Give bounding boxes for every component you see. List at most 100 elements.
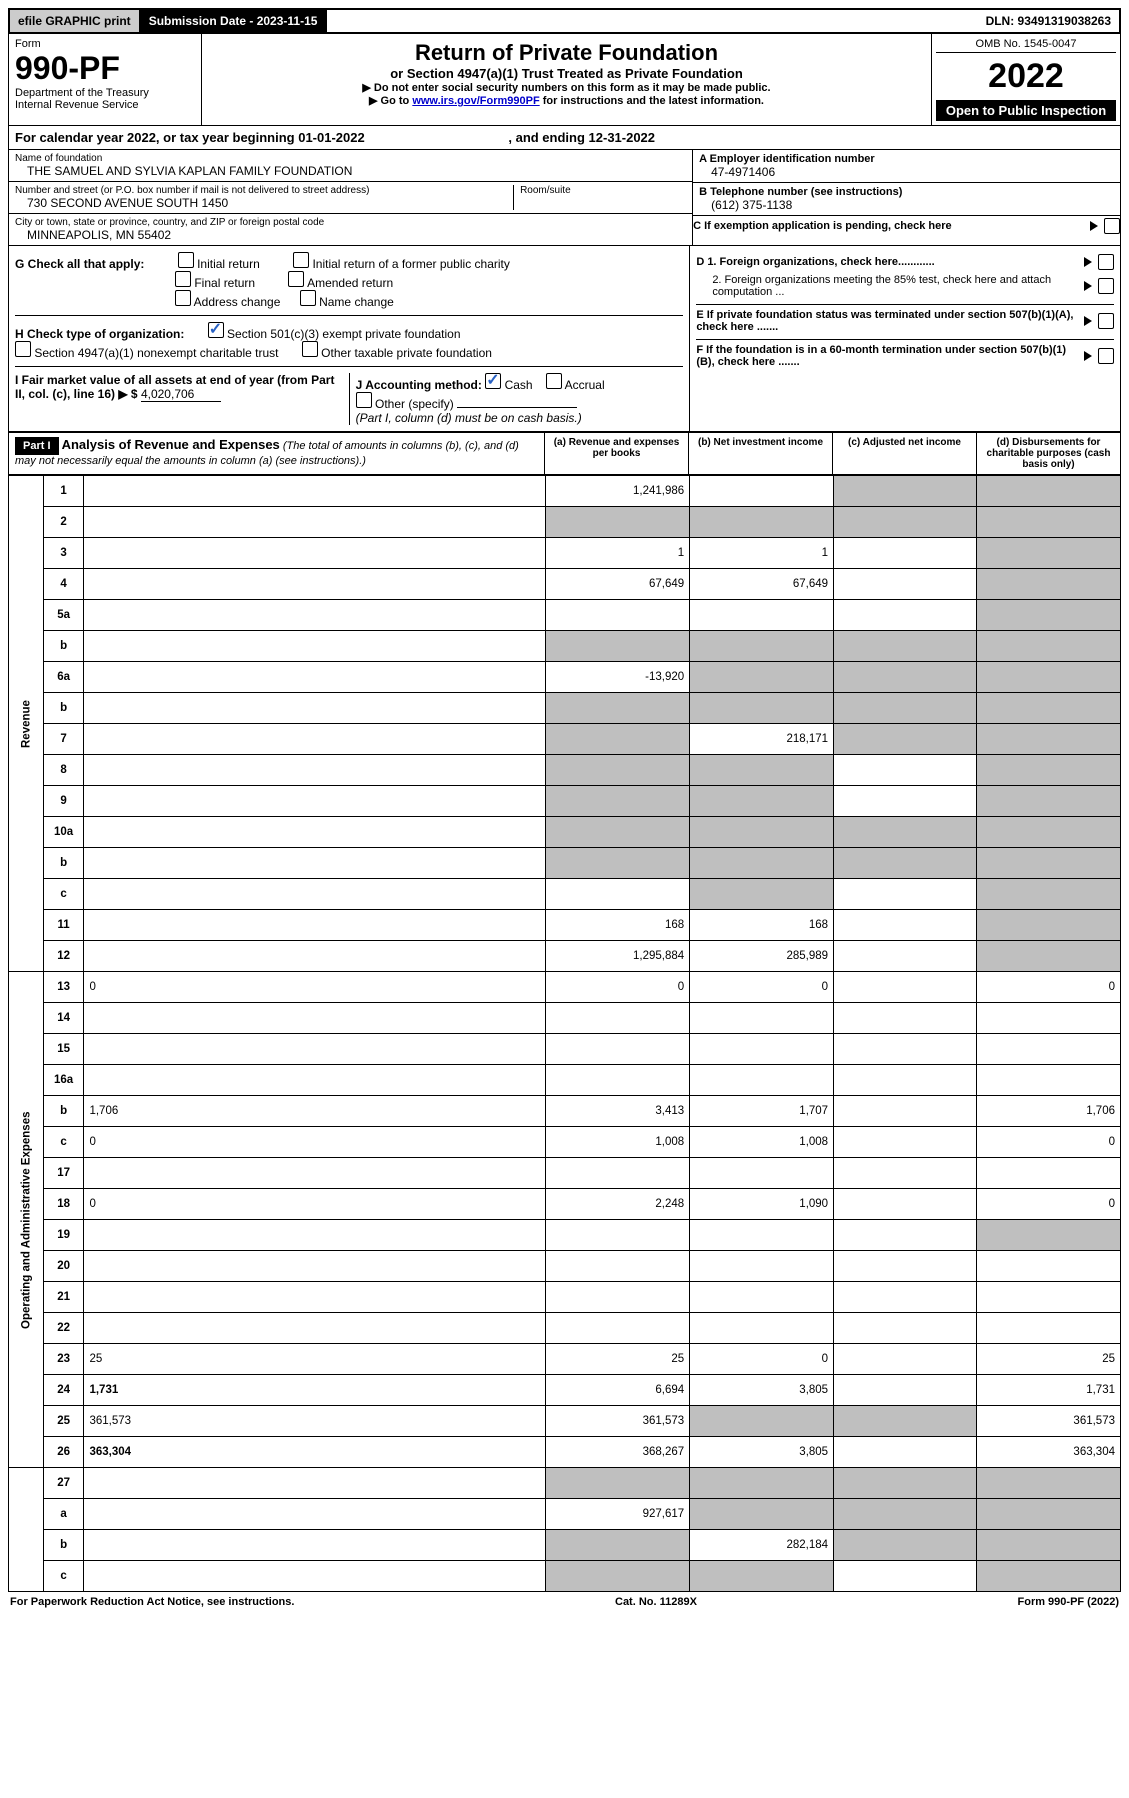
cell-d xyxy=(977,507,1121,538)
g-opt-0: Initial return xyxy=(197,257,260,271)
c-checkbox[interactable] xyxy=(1104,218,1120,234)
cell-b xyxy=(690,476,834,507)
cell-a xyxy=(546,1251,690,1282)
table-row: 10a xyxy=(9,817,1121,848)
line-number: 9 xyxy=(43,786,84,817)
cell-b xyxy=(690,848,834,879)
cell-a xyxy=(546,755,690,786)
line-number: 21 xyxy=(43,1282,84,1313)
cell-b: 285,989 xyxy=(690,941,834,972)
line-number: 12 xyxy=(43,941,84,972)
cell-a xyxy=(546,786,690,817)
j-other-checkbox[interactable] xyxy=(356,392,372,408)
cell-b: 282,184 xyxy=(690,1530,834,1561)
h-opt-1: Section 501(c)(3) exempt private foundat… xyxy=(227,327,460,341)
g-address-checkbox[interactable] xyxy=(175,290,191,306)
cell-c xyxy=(834,569,977,600)
cell-b xyxy=(690,1499,834,1530)
j-note: (Part I, column (d) must be on cash basi… xyxy=(356,411,582,425)
cell-d xyxy=(977,1561,1121,1592)
cell-a: 0 xyxy=(546,972,690,1003)
cell-b xyxy=(690,1220,834,1251)
d1-checkbox[interactable] xyxy=(1098,254,1114,270)
d2-checkbox[interactable] xyxy=(1098,278,1114,294)
d1-label: D 1. Foreign organizations, check here..… xyxy=(696,256,1078,268)
dln-value: DLN: 93491319038263 xyxy=(978,10,1119,32)
cell-c xyxy=(834,1375,977,1406)
g-name-checkbox[interactable] xyxy=(300,290,316,306)
d2-label: 2. Foreign organizations meeting the 85%… xyxy=(696,274,1078,298)
cell-b xyxy=(690,600,834,631)
table-row: 11168168 xyxy=(9,910,1121,941)
cell-d xyxy=(977,1313,1121,1344)
cell-b xyxy=(690,1561,834,1592)
part1-table: Revenue11,241,9862311467,64967,6495ab6a-… xyxy=(8,475,1121,1592)
cell-a xyxy=(546,507,690,538)
g-initial-former-checkbox[interactable] xyxy=(293,252,309,268)
table-row: 8 xyxy=(9,755,1121,786)
j-label: J Accounting method: xyxy=(356,378,482,392)
cell-b xyxy=(690,1282,834,1313)
h-other-checkbox[interactable] xyxy=(302,341,318,357)
cell-a: 67,649 xyxy=(546,569,690,600)
efile-print-button[interactable]: efile GRAPHIC print xyxy=(10,10,141,32)
form-title: Return of Private Foundation xyxy=(208,40,925,66)
f-label: F If the foundation is in a 60-month ter… xyxy=(696,344,1078,368)
cell-c xyxy=(834,879,977,910)
cell-b: 1,090 xyxy=(690,1189,834,1220)
table-row: 15 xyxy=(9,1034,1121,1065)
cell-d xyxy=(977,724,1121,755)
d1-row: D 1. Foreign organizations, check here..… xyxy=(696,252,1114,272)
line-number: 1 xyxy=(43,476,84,507)
cell-a xyxy=(546,1530,690,1561)
col-c-head: (c) Adjusted net income xyxy=(832,433,976,474)
j-cash-label: Cash xyxy=(505,378,533,392)
table-row: b xyxy=(9,693,1121,724)
e-row: E If private foundation status was termi… xyxy=(696,304,1114,335)
h-501c3-checkbox[interactable] xyxy=(208,322,224,338)
table-row: 6a-13,920 xyxy=(9,662,1121,693)
cell-c xyxy=(834,1096,977,1127)
line-description: 0 xyxy=(84,1127,546,1158)
line-description xyxy=(84,1313,546,1344)
h-4947-checkbox[interactable] xyxy=(15,341,31,357)
header-left: Form 990-PF Department of the Treasury I… xyxy=(9,34,202,125)
g-amended-checkbox[interactable] xyxy=(288,271,304,287)
cell-a xyxy=(546,1158,690,1189)
cell-a: 1,241,986 xyxy=(546,476,690,507)
ij-row: I Fair market value of all assets at end… xyxy=(15,366,683,425)
line-description xyxy=(84,786,546,817)
table-row: 21 xyxy=(9,1282,1121,1313)
j-accrual-checkbox[interactable] xyxy=(546,373,562,389)
line-number: 26 xyxy=(43,1437,84,1468)
j-cash-checkbox[interactable] xyxy=(485,373,501,389)
f-checkbox[interactable] xyxy=(1098,348,1114,364)
cell-d: 0 xyxy=(977,972,1121,1003)
cell-c xyxy=(834,1220,977,1251)
table-row: 25361,573361,573361,573 xyxy=(9,1406,1121,1437)
cell-d xyxy=(977,1468,1121,1499)
cell-c xyxy=(834,1313,977,1344)
line-number: b xyxy=(43,1096,84,1127)
line-number: 14 xyxy=(43,1003,84,1034)
cell-b xyxy=(690,1158,834,1189)
line-number: 19 xyxy=(43,1220,84,1251)
form-link[interactable]: www.irs.gov/Form990PF xyxy=(412,95,539,107)
col-d-head: (d) Disbursements for charitable purpose… xyxy=(976,433,1120,474)
cell-c xyxy=(834,1034,977,1065)
line-description xyxy=(84,1499,546,1530)
cell-d xyxy=(977,1220,1121,1251)
e-checkbox[interactable] xyxy=(1098,313,1114,329)
line-description xyxy=(84,1530,546,1561)
g-final-checkbox[interactable] xyxy=(175,271,191,287)
line-number: 13 xyxy=(43,972,84,1003)
cell-d: 0 xyxy=(977,1189,1121,1220)
ein-value: 47-4971406 xyxy=(699,165,1114,179)
cell-d: 1,706 xyxy=(977,1096,1121,1127)
submission-date-label: Submission Date - 2023-11-15 xyxy=(141,10,328,32)
cell-b: 3,805 xyxy=(690,1437,834,1468)
table-row: 26363,304368,2673,805363,304 xyxy=(9,1437,1121,1468)
line-number: 4 xyxy=(43,569,84,600)
cell-b xyxy=(690,1065,834,1096)
g-initial-checkbox[interactable] xyxy=(178,252,194,268)
